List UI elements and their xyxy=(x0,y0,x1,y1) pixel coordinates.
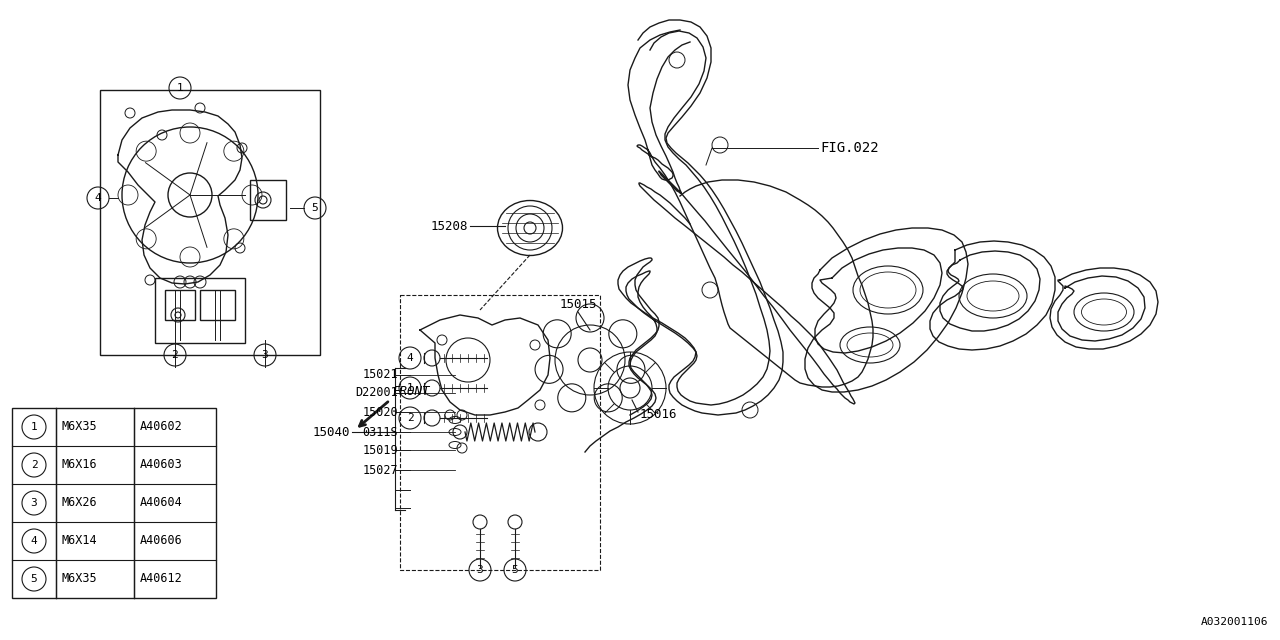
Text: 3: 3 xyxy=(261,350,269,360)
Text: A032001106: A032001106 xyxy=(1201,617,1268,627)
Text: M6X26: M6X26 xyxy=(61,497,97,509)
Text: 15208: 15208 xyxy=(430,220,468,232)
Text: 0311S: 0311S xyxy=(362,426,398,438)
Text: 2: 2 xyxy=(407,413,413,423)
Text: 1: 1 xyxy=(407,383,413,393)
Text: 5: 5 xyxy=(311,203,319,213)
Bar xyxy=(399,295,600,570)
Text: M6X35: M6X35 xyxy=(61,420,97,433)
Text: M6X14: M6X14 xyxy=(61,534,97,547)
Bar xyxy=(12,408,216,598)
Text: 1: 1 xyxy=(31,422,37,432)
Text: 4: 4 xyxy=(95,193,101,203)
Text: 3: 3 xyxy=(31,498,37,508)
Text: FIG.022: FIG.022 xyxy=(820,141,878,155)
Text: 4: 4 xyxy=(407,353,413,363)
Text: FRONT: FRONT xyxy=(392,385,430,398)
Text: 2: 2 xyxy=(172,350,178,360)
Text: 15015: 15015 xyxy=(561,298,598,312)
Bar xyxy=(155,278,244,343)
Text: 15027: 15027 xyxy=(362,463,398,477)
Text: 3: 3 xyxy=(476,565,484,575)
Text: A40612: A40612 xyxy=(140,573,183,586)
Text: 4: 4 xyxy=(31,536,37,546)
Text: 15020: 15020 xyxy=(362,406,398,419)
Text: A40604: A40604 xyxy=(140,497,183,509)
Text: 5: 5 xyxy=(512,565,518,575)
Text: 2: 2 xyxy=(31,460,37,470)
Text: 15019: 15019 xyxy=(362,444,398,456)
Bar xyxy=(250,180,285,220)
Text: M6X16: M6X16 xyxy=(61,458,97,472)
Text: 15021: 15021 xyxy=(362,369,398,381)
Text: A40606: A40606 xyxy=(140,534,183,547)
Text: A40602: A40602 xyxy=(140,420,183,433)
Bar xyxy=(100,90,320,355)
Text: M6X35: M6X35 xyxy=(61,573,97,586)
Bar xyxy=(165,290,195,320)
Text: 5: 5 xyxy=(31,574,37,584)
Text: D22001: D22001 xyxy=(356,387,398,399)
Text: 1: 1 xyxy=(177,83,183,93)
Text: 15040: 15040 xyxy=(312,426,349,438)
Bar xyxy=(200,290,236,320)
Text: A40603: A40603 xyxy=(140,458,183,472)
Text: 15016: 15016 xyxy=(640,408,677,422)
